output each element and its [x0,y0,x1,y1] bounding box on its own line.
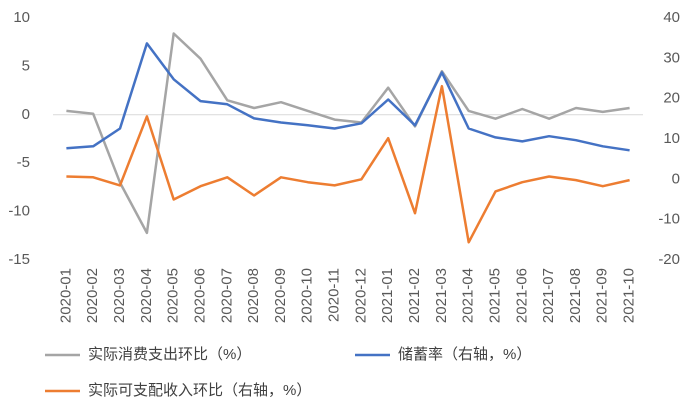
y2-tick-label: -20 [658,251,680,268]
x-tick-label: 2020-01 [57,268,74,323]
x-tick-label: 2021-04 [460,268,477,323]
y2-tick-label: 30 [663,49,680,66]
x-tick-label: 2021-08 [567,268,584,323]
y-tick-label: 0 [22,106,30,123]
x-tick-label: 2021-05 [486,268,503,323]
y2-tick-label: 20 [663,90,680,107]
series-line [66,32,630,235]
y-tick-label: -10 [8,203,30,220]
y-tick-label: -15 [8,251,30,268]
x-tick-label: 2021-10 [621,268,638,323]
x-tick-label: 2020-08 [245,268,262,323]
legend-label: 实际消费支出环比（%） [88,346,251,363]
y2-tick-label: 40 [663,9,680,26]
y2-tick-label: -10 [658,211,680,228]
x-tick-label: 2021-07 [540,268,557,323]
x-tick-label: 2021-09 [594,268,611,323]
x-tick-label: 2021-06 [513,268,530,323]
x-tick-label: 2020-03 [111,268,128,323]
y-tick-label: 10 [13,9,30,26]
x-tick-label: 2020-09 [272,268,289,323]
x-tick-label: 2020-04 [138,268,155,323]
series-line [66,42,630,152]
series-line [66,84,630,244]
y-tick-label: -5 [17,154,30,171]
x-tick-label: 2020-05 [165,268,182,323]
y2-tick-label: 0 [672,170,680,187]
x-tick-label: 2021-01 [379,268,396,323]
legend-label: 实际可支配收入环比（右轴，%） [88,382,311,399]
x-tick-label: 2020-12 [352,268,369,323]
x-tick-label: 2020-07 [218,268,235,323]
x-tick-label: 2021-03 [433,268,450,323]
x-tick-label: 2020-10 [299,268,316,323]
x-tick-label: 2020-11 [326,268,343,322]
y2-tick-label: 10 [663,130,680,147]
x-tick-label: 2020-02 [84,268,101,323]
y-tick-label: 5 [22,57,30,74]
legend-label: 储蓄率（右轴，%） [398,346,531,363]
x-tick-label: 2020-06 [191,268,208,323]
x-tick-label: 2021-02 [406,268,423,323]
